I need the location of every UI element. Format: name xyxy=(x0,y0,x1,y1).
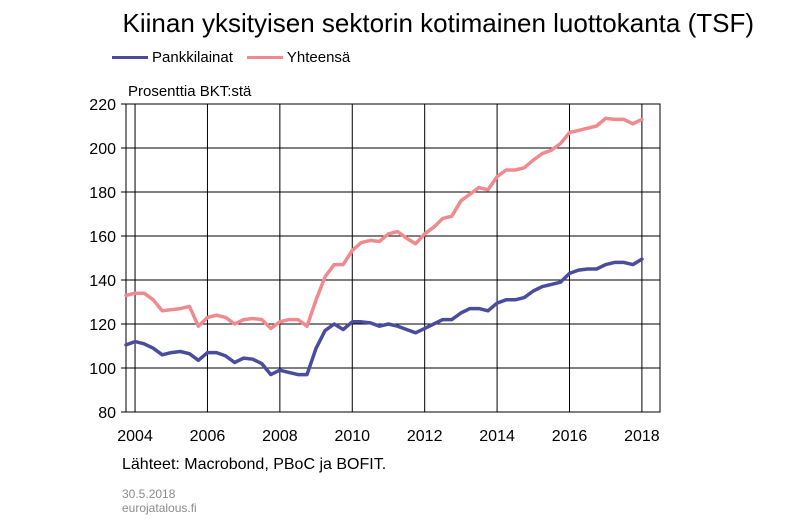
x-tick-label: 2006 xyxy=(190,428,226,445)
y-tick-label: 140 xyxy=(89,273,116,290)
plot-frame xyxy=(125,103,661,413)
series-line-yhteensa xyxy=(124,116,644,331)
legend-swatch-yhteensa xyxy=(246,56,283,59)
y-tick-label: 80 xyxy=(98,405,116,422)
legend: Pankkilainat Yhteensä xyxy=(112,49,350,66)
legend-label-yhteensa: Yhteensä xyxy=(286,49,351,66)
y-tick-label: 120 xyxy=(89,317,116,334)
x-tick-label: 2010 xyxy=(334,428,370,445)
chart-title: Kiinan yksityisen sektorin kotimainen lu… xyxy=(122,8,755,38)
source-note: Lähteet: Macrobond, PBoC ja BOFIT. xyxy=(122,456,387,473)
y-axis-unit-label: Prosenttia BKT:stä xyxy=(128,83,252,100)
y-tick-label: 100 xyxy=(89,361,116,378)
x-tick-label: 2004 xyxy=(117,428,153,445)
legend-entry-yhteensa: Yhteensä xyxy=(246,49,351,66)
y-tick-label: 180 xyxy=(89,185,116,202)
date-stamp: 30.5.2018 xyxy=(122,487,176,501)
site-stamp: eurojatalous.fi xyxy=(122,501,197,515)
legend-label-pankkilainat: Pankkilainat xyxy=(152,49,233,66)
y-tick-label: 160 xyxy=(89,229,116,246)
x-tick-label: 2014 xyxy=(479,428,515,445)
x-tick-label: 2018 xyxy=(624,428,660,445)
y-tick-label: 200 xyxy=(89,141,116,158)
legend-entry-pankkilainat: Pankkilainat xyxy=(112,49,233,66)
y-tick-label: 220 xyxy=(89,97,116,114)
x-tick-label: 2008 xyxy=(262,428,298,445)
x-tick-label: 2016 xyxy=(552,428,588,445)
x-tick-label: 2012 xyxy=(407,428,443,445)
legend-swatch-pankkilainat xyxy=(112,56,148,59)
series-line-pankkilainat xyxy=(124,257,644,377)
